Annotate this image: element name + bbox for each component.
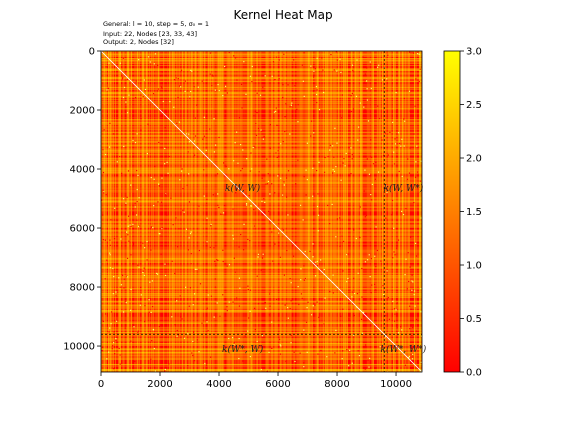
x-tick-label-5: 10000 [380,379,412,390]
y-tick-label-4: 8000 [70,283,95,294]
block-label-2: k(W*, W) [222,344,264,355]
block-label-0: k(W, W) [225,183,261,194]
colorbar-axis: 0.0 0.5 1.0 1.5 2.0 2.5 3.0 [460,47,482,379]
colorbar-tick-label-6: 3.0 [466,47,482,58]
colorbar-tick-label-4: 2.0 [466,154,482,165]
x-tick-label-1: 2000 [147,379,172,390]
colorbar [444,51,460,372]
y-tick-label-1: 2000 [70,106,95,117]
y-axis: 0 2000 4000 6000 8000 10000 [63,47,101,353]
x-tick-label-4: 8000 [324,379,349,390]
y-tick-label-0: 0 [89,47,95,58]
y-tick-label-3: 6000 [70,224,95,235]
y-tick-label-5: 10000 [63,342,95,353]
colorbar-tick-label-1: 0.5 [466,314,482,325]
block-label-3: k(W*, W*) [381,344,427,355]
x-axis: 0 2000 4000 6000 8000 10000 [98,372,412,390]
colorbar-tick-label-2: 1.0 [466,261,482,272]
x-tick-label-2: 4000 [206,379,231,390]
heatmap-cells [101,51,423,373]
colorbar-tick-label-3: 1.5 [466,207,482,218]
block-label-1: k(W, W*) [384,183,424,194]
colorbar-tick-label-5: 2.5 [466,100,482,111]
y-tick-label-2: 4000 [70,165,95,176]
x-tick-label-3: 6000 [265,379,290,390]
x-tick-label-0: 0 [98,379,104,390]
colorbar-tick-label-0: 0.0 [466,368,482,379]
